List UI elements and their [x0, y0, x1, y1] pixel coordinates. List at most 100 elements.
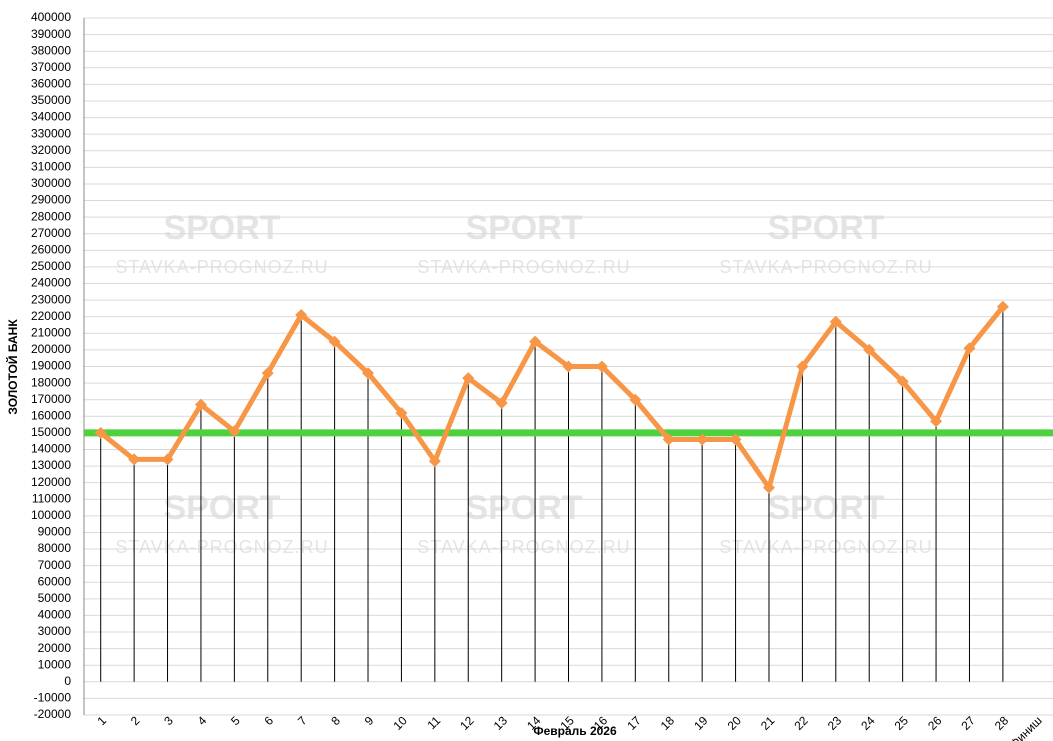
point-marker	[94, 426, 107, 439]
y-tick-label: 0	[64, 674, 71, 688]
y-tick-label: 340000	[31, 110, 71, 124]
watermark-brand: SPORT	[163, 209, 280, 247]
x-tick-label: 26	[925, 713, 945, 733]
x-tick-label: 24	[858, 713, 878, 733]
watermark-site: STAVKA-PROGNOZ.RU	[115, 537, 328, 557]
watermark-brand: SPORT	[767, 489, 884, 527]
y-tick-label: 100000	[31, 508, 71, 522]
point-marker	[462, 372, 475, 385]
x-tick-label: 13	[491, 713, 511, 733]
y-tick-label: 250000	[31, 259, 71, 273]
y-tick-label: -20000	[34, 707, 72, 721]
x-axis-label: Февраль 2026	[533, 724, 617, 738]
y-tick-label: 190000	[31, 359, 71, 373]
y-tick-label: 60000	[38, 574, 72, 588]
watermark-brand: SPORT	[767, 209, 884, 247]
point-marker	[495, 397, 508, 410]
point-marker	[896, 375, 909, 388]
y-tick-label: 290000	[31, 193, 71, 207]
point-marker	[228, 425, 241, 438]
x-tick-label: 19	[691, 713, 711, 733]
point-marker	[863, 343, 876, 356]
x-tick-label: 23	[825, 713, 845, 733]
y-tick-label: 130000	[31, 458, 71, 472]
point-marker	[996, 300, 1009, 313]
y-tick-label: 50000	[38, 591, 72, 605]
y-tick-label: 370000	[31, 60, 71, 74]
point-marker	[796, 360, 809, 373]
y-tick-label: 390000	[31, 27, 71, 41]
point-marker	[295, 309, 308, 322]
point-marker	[762, 481, 775, 494]
x-tick-label: 11	[424, 713, 443, 732]
point-marker	[595, 360, 608, 373]
point-marker	[829, 315, 842, 328]
y-tick-label: -10000	[34, 691, 72, 705]
watermark-site: STAVKA-PROGNOZ.RU	[417, 537, 630, 557]
x-tick-label: 28	[992, 713, 1012, 733]
point-marker	[930, 415, 943, 428]
y-tick-label: 400000	[31, 10, 71, 24]
y-tick-label: 180000	[31, 375, 71, 389]
y-tick-label: 230000	[31, 292, 71, 306]
x-tick-label: 21	[758, 713, 778, 733]
y-tick-label: 240000	[31, 276, 71, 290]
x-tick-label: Финиш	[1007, 713, 1044, 741]
y-tick-label: 80000	[38, 541, 72, 555]
y-tick-label: 210000	[31, 325, 71, 339]
point-marker	[194, 398, 207, 411]
watermark-brand: SPORT	[465, 209, 582, 247]
point-marker	[662, 433, 675, 446]
y-tick-label: 10000	[38, 657, 72, 671]
y-tick-label: 280000	[31, 209, 71, 223]
y-tick-label: 120000	[31, 475, 71, 489]
point-marker	[529, 335, 542, 348]
y-tick-label: 220000	[31, 309, 71, 323]
y-tick-label: 30000	[38, 624, 72, 638]
y-tick-label: 300000	[31, 176, 71, 190]
point-marker	[729, 433, 742, 446]
point-marker	[696, 433, 709, 446]
x-tick-label: 27	[958, 713, 978, 733]
point-marker	[629, 393, 642, 406]
y-tick-label: 140000	[31, 442, 71, 456]
y-tick-label: 170000	[31, 392, 71, 406]
point-marker	[328, 335, 341, 348]
x-tick-label: 22	[791, 713, 811, 733]
y-tick-label: 310000	[31, 160, 71, 174]
x-tick-label: 25	[892, 713, 912, 733]
point-marker	[261, 367, 274, 380]
y-tick-label: 150000	[31, 425, 71, 439]
y-tick-label: 20000	[38, 641, 72, 655]
y-tick-label: 270000	[31, 226, 71, 240]
y-tick-label: 90000	[38, 525, 72, 539]
point-marker	[428, 455, 441, 468]
point-marker	[362, 367, 375, 380]
y-tick-label: 200000	[31, 342, 71, 356]
point-marker	[395, 406, 408, 419]
y-tick-label: 70000	[38, 558, 72, 572]
watermark-brand: SPORT	[163, 489, 280, 527]
y-tick-label: 260000	[31, 243, 71, 257]
x-tick-label: 18	[658, 713, 678, 733]
y-axis-label: ЗОЛОТОЙ БАНК	[5, 319, 20, 415]
y-tick-label: 110000	[32, 491, 71, 505]
watermark-brand: SPORT	[465, 489, 582, 527]
y-tick-label: 40000	[38, 608, 72, 622]
y-tick-label: 320000	[31, 143, 71, 157]
y-tick-label: 360000	[31, 77, 71, 91]
point-marker	[128, 453, 141, 466]
x-tick-label: 20	[725, 713, 745, 733]
watermark-site: STAVKA-PROGNOZ.RU	[719, 537, 932, 557]
x-tick-label: 12	[457, 713, 477, 733]
series-line	[99, 305, 1005, 491]
y-tick-label: 330000	[31, 126, 71, 140]
x-tick-label: 17	[624, 713, 644, 733]
y-tick-label: 350000	[31, 93, 71, 107]
y-tick-label: 160000	[31, 408, 71, 422]
x-tick-label: 10	[390, 713, 410, 733]
y-tick-label: 380000	[31, 43, 71, 57]
point-marker	[562, 360, 575, 373]
